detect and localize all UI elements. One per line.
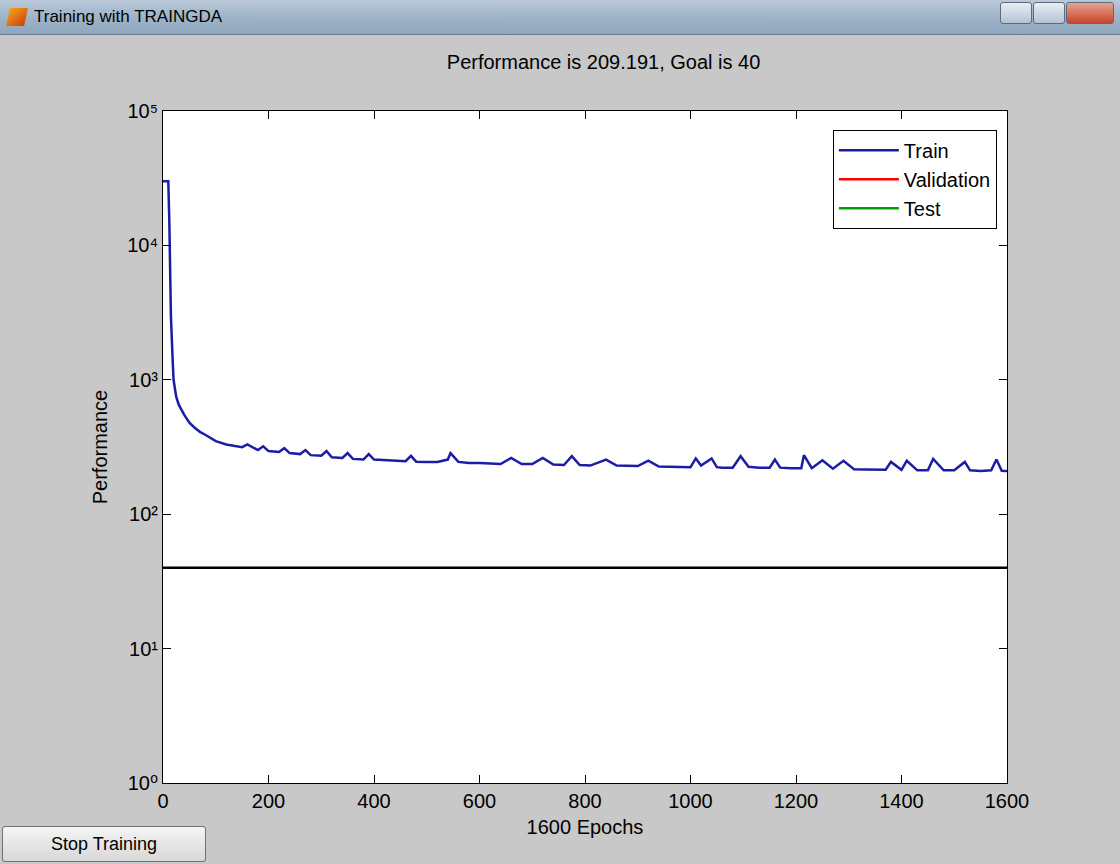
html-text:Stop Training: Stop Training	[51, 833, 157, 854]
svg-text:1000: 1000	[668, 790, 713, 812]
svg-text:10³: 10³	[129, 369, 158, 391]
svg-text:10⁰: 10⁰	[128, 772, 158, 794]
svg-text:Performance: Performance	[89, 390, 111, 505]
svg-text:10²: 10²	[129, 503, 158, 525]
svg-text:1600: 1600	[985, 790, 1030, 812]
svg-text:600: 600	[463, 790, 496, 812]
svg-text:10⁴: 10⁴	[127, 234, 158, 256]
svg-text:Performance is 209.191, Goal i: Performance is 209.191, Goal is 40	[447, 51, 761, 73]
html-text:Training with TRAINGDA: Training with TRAINGDA	[34, 7, 222, 26]
svg-text:Validation: Validation	[904, 169, 990, 191]
svg-text:10¹: 10¹	[129, 638, 158, 660]
svg-text:Test: Test	[904, 198, 941, 220]
svg-text:400: 400	[357, 790, 390, 812]
svg-text:0: 0	[157, 790, 168, 812]
svg-text:1600 Epochs: 1600 Epochs	[527, 816, 644, 838]
svg-text:1400: 1400	[879, 790, 924, 812]
svg-text:200: 200	[252, 790, 285, 812]
svg-text:10⁵: 10⁵	[127, 100, 158, 122]
svg-text:1200: 1200	[774, 790, 819, 812]
svg-text:Train: Train	[904, 140, 949, 162]
svg-text:800: 800	[568, 790, 601, 812]
